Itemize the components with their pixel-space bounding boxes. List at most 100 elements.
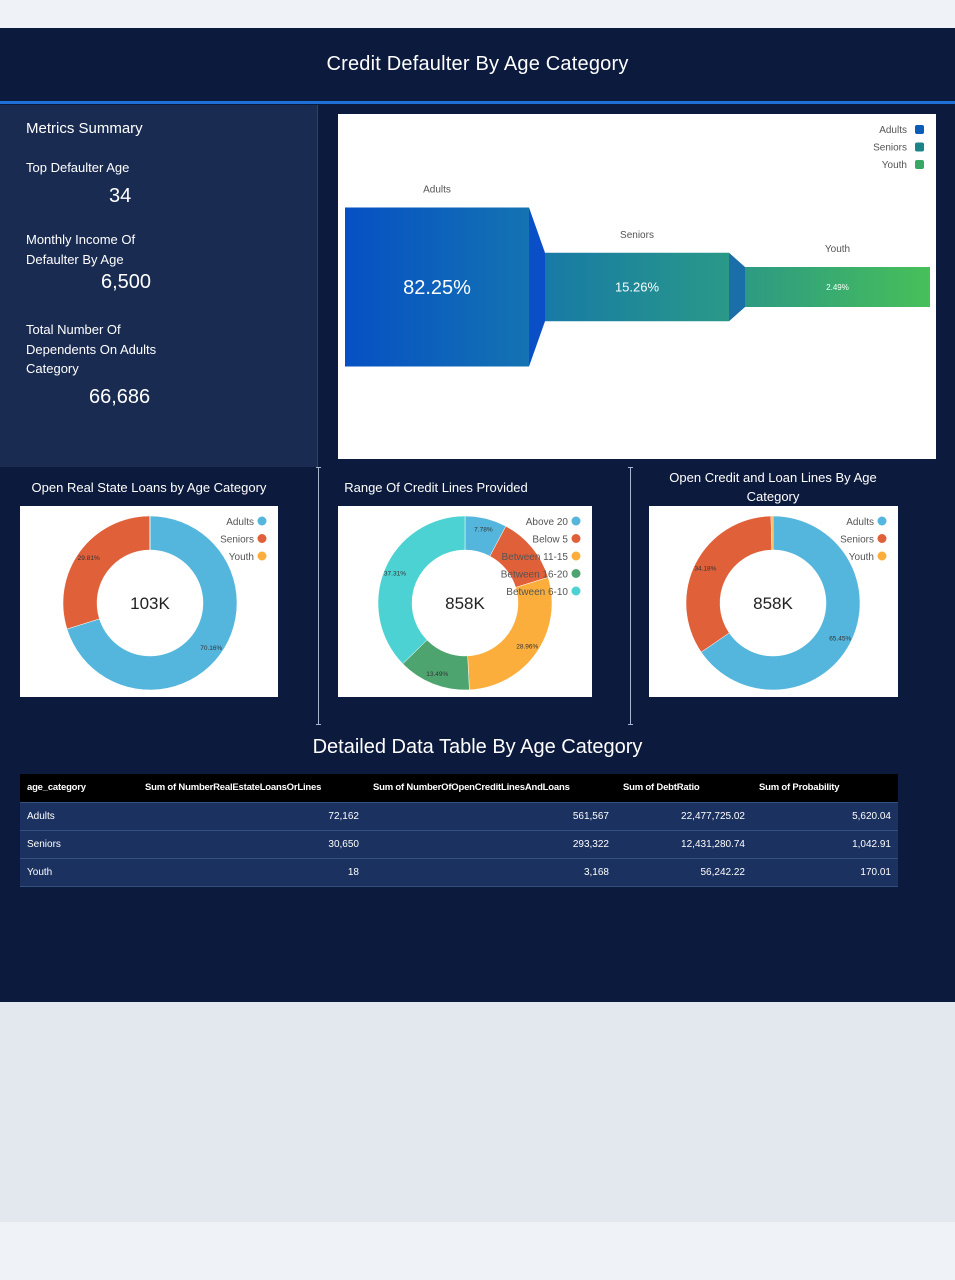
table-cell: 12,431,280.74 — [616, 829, 752, 859]
legend-label: Adults — [226, 517, 254, 528]
legend-label: Between 16-20 — [501, 570, 569, 581]
column-header[interactable]: Sum of DebtRatio — [616, 774, 752, 802]
bottom-strip — [0, 1222, 955, 1280]
dashboard-header: Credit Defaulter By Age Category — [0, 28, 955, 104]
table-row[interactable]: Seniors 30,650 293,322 12,431,280.74 1,0… — [20, 829, 898, 859]
legend-label: Below 5 — [532, 535, 568, 546]
column-header[interactable]: Sum of NumberOfOpenCreditLinesAndLoans — [366, 774, 616, 802]
real-estate-loans-donut[interactable]: 70.16% 29.81% 103K Adults Seniors Youth — [20, 506, 278, 697]
column-header[interactable]: Sum of NumberRealEstateLoansOrLines — [138, 774, 366, 802]
table-title: Detailed Data Table By Age Category — [312, 736, 643, 758]
table-header-row: age_category Sum of NumberRealEstateLoan… — [20, 774, 898, 802]
legend-swatch — [571, 516, 581, 526]
donut-slice-label: 34.18% — [694, 565, 716, 572]
legend-swatch — [257, 516, 267, 526]
panel-divider — [316, 467, 321, 725]
legend-swatch — [877, 551, 887, 561]
donut-center-total: 103K — [130, 594, 170, 613]
funnel-stage-name: Youth — [825, 244, 850, 255]
funnel-stage-youth[interactable] — [745, 267, 930, 307]
donut-slice-seniors[interactable] — [685, 515, 773, 653]
legend-label: Seniors — [840, 535, 874, 546]
total-dependents-value: 66,686 — [89, 386, 151, 408]
donut-slice-label: 7.78% — [474, 526, 493, 533]
legend-label: Seniors — [873, 143, 907, 154]
table-row[interactable]: Adults 72,162 561,567 22,477,725.02 5,62… — [20, 801, 898, 831]
funnel-stage-value: 2.49% — [826, 283, 849, 292]
funnel-chart[interactable]: Adults 82.25% Seniors 15.26% Youth 2.49% Adult… — [338, 114, 936, 459]
column-header[interactable]: Sum of Probability — [752, 774, 898, 802]
donut2-title: Range Of Credit Lines Provided — [344, 480, 528, 495]
legend-label: Youth — [849, 552, 874, 563]
donut-slice-youth[interactable] — [770, 515, 774, 551]
table-cell: 293,322 — [366, 829, 616, 859]
monthly-income-label: Monthly Income Of Defaulter By Age — [26, 232, 136, 267]
legend-swatch — [571, 569, 581, 578]
detailed-data-table: age_category Sum of NumberRealEstateLoan… — [20, 774, 898, 887]
legend-label: Between 11-15 — [501, 552, 568, 563]
donut-center-total: 858K — [753, 594, 793, 613]
funnel-stage-name: Seniors — [620, 230, 654, 241]
table-cell: 3,168 — [366, 857, 616, 887]
table-cell: Adults — [20, 801, 138, 831]
legend-label: Adults — [846, 517, 874, 528]
monthly-income-value: 6,500 — [101, 271, 152, 293]
legend-swatch — [915, 125, 924, 134]
donut-slice-label: 65.45% — [829, 635, 851, 642]
legend-label: Between 6-10 — [506, 587, 568, 598]
table-cell: 5,620.04 — [752, 801, 898, 831]
credit-lines-donut[interactable]: 7.78% 28.96% 13.49% 37.31% 858K Above 20 Below… — [338, 506, 592, 697]
dashboard-title: Credit Defaulter By Age Category — [326, 53, 629, 75]
legend-swatch — [915, 142, 924, 152]
donut-slice-label: 29.81% — [78, 555, 100, 562]
legend-swatch — [257, 534, 267, 543]
table-cell: 561,567 — [366, 801, 616, 831]
funnel-stage-name: Adults — [423, 185, 451, 196]
table-cell: 18 — [138, 857, 366, 887]
metrics-summary-panel: Metrics Summary Top Defaulter Age 34 Mon… — [0, 105, 318, 467]
legend-swatch — [571, 551, 581, 561]
donut3-card[interactable]: 65.45% 34.18% 858K Adults Seniors Youth — [649, 506, 898, 697]
legend-label: Adults — [879, 125, 907, 136]
legend-swatch — [877, 534, 887, 543]
donut2-card[interactable]: 7.78% 28.96% 13.49% 37.31% 858K Above 20 Below… — [338, 506, 592, 697]
open-credit-lines-donut[interactable]: 65.45% 34.18% 858K Adults Seniors Youth — [649, 506, 898, 697]
top-defaulter-age-value: 34 — [109, 185, 132, 207]
column-header[interactable]: age_category — [20, 774, 138, 802]
legend-label: Seniors — [220, 535, 254, 546]
donut-slice-label: 70.16% — [200, 645, 222, 652]
legend-swatch — [257, 551, 267, 561]
legend-label: Youth — [229, 552, 254, 563]
table-cell: 30,650 — [138, 829, 366, 859]
donut1-title: Open Real State Loans by Age Category — [31, 480, 267, 495]
funnel-stage-adults[interactable] — [345, 207, 529, 367]
legend-label: Youth — [882, 160, 907, 171]
donut1-card[interactable]: 70.16% 29.81% 103K Adults Seniors Youth — [20, 506, 278, 697]
legend-label: Above 20 — [526, 517, 569, 528]
donut3-title: Open Credit and Loan Lines By Age Catego… — [669, 470, 877, 504]
donut-slice-between-6-10[interactable] — [377, 515, 466, 665]
funnel-connector — [529, 207, 545, 367]
table-cell: 72,162 — [138, 801, 366, 831]
table-cell: Youth — [20, 857, 138, 887]
donut-slice-between-11-15[interactable] — [467, 577, 553, 691]
table-cell: 1,042.91 — [752, 829, 898, 859]
donut-slice-label: 13.49% — [426, 671, 448, 678]
table-row[interactable]: Youth 18 3,168 56,242.22 170.01 — [20, 857, 898, 887]
top-strip — [0, 0, 955, 28]
funnel-connector — [729, 252, 745, 322]
funnel-chart-card[interactable]: Adults 82.25% Seniors 15.26% Youth 2.49% Adult… — [338, 114, 936, 459]
donut-slice-adults[interactable] — [66, 515, 238, 691]
total-dependents-label: Total Number Of Dependents On Adults Cat… — [26, 322, 157, 376]
legend-swatch — [571, 586, 581, 596]
donut-slice-adults[interactable] — [700, 515, 861, 691]
funnel-stage-seniors[interactable] — [545, 252, 729, 322]
legend-swatch — [571, 534, 581, 543]
table-cell: Seniors — [20, 829, 138, 859]
legend-swatch — [915, 160, 924, 169]
funnel-stage-value: 82.25% — [403, 277, 471, 299]
table-cell: 56,242.22 — [616, 857, 752, 887]
panel-divider — [628, 467, 633, 725]
table-cell: 170.01 — [752, 857, 898, 887]
funnel-stage-value: 15.26% — [615, 280, 660, 295]
